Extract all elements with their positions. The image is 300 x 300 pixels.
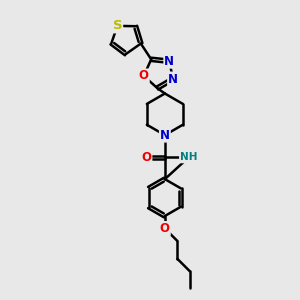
Text: N: N [160,129,170,142]
Text: NH: NH [180,152,197,162]
Text: O: O [160,222,170,235]
Text: S: S [112,20,122,32]
Text: N: N [164,55,174,68]
Text: N: N [168,73,178,85]
Text: O: O [139,69,149,82]
Text: O: O [141,151,152,164]
